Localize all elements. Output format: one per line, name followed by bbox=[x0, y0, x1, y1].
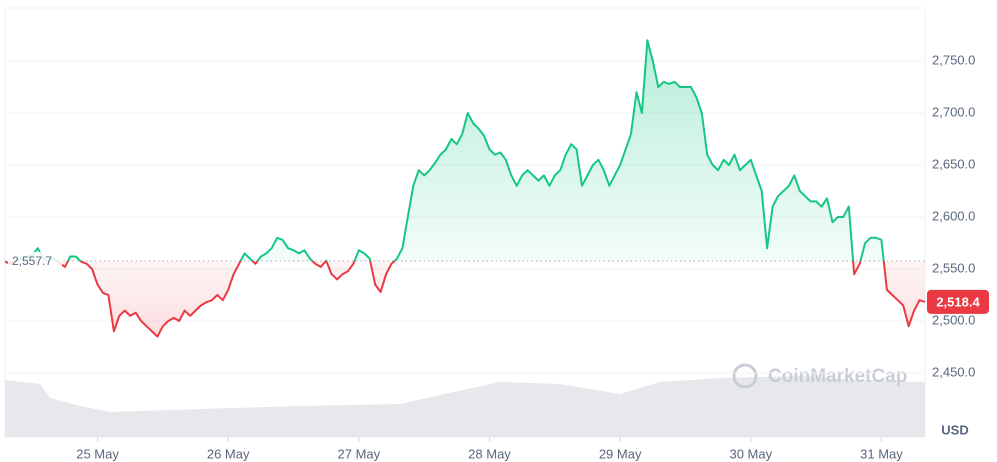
baseline-label-bg bbox=[8, 251, 62, 270]
price-area bbox=[5, 40, 925, 337]
x-tick-label: 30 May bbox=[729, 446, 772, 461]
y-tick-label: 2,750.0 bbox=[932, 52, 975, 67]
last-price-label: 2,518.4 bbox=[936, 294, 980, 309]
watermark: CoinMarketCap bbox=[732, 363, 907, 389]
y-tick-label: 2,700.0 bbox=[932, 104, 975, 119]
unit-label: USD bbox=[941, 422, 968, 437]
watermark-text: CoinMarketCap bbox=[768, 366, 907, 387]
y-tick-label: 2,650.0 bbox=[932, 156, 975, 171]
price-line bbox=[4, 39, 926, 338]
x-tick-label: 25 May bbox=[76, 446, 119, 461]
x-tick-label: 29 May bbox=[599, 446, 642, 461]
volume-area bbox=[5, 376, 925, 437]
y-tick-label: 2,500.0 bbox=[932, 312, 975, 327]
last-price-badge bbox=[927, 289, 989, 314]
x-tick-label: 31 May bbox=[860, 446, 903, 461]
x-tick-label: 27 May bbox=[338, 446, 381, 461]
y-tick-label: 2,550.0 bbox=[932, 260, 975, 275]
y-tick-label: 2,450.0 bbox=[932, 364, 975, 379]
baseline-label: 2,557.7 bbox=[12, 254, 52, 268]
y-tick-label: 2,600.0 bbox=[932, 208, 975, 223]
x-tick-label: 28 May bbox=[468, 446, 511, 461]
x-tick-label: 26 May bbox=[207, 446, 250, 461]
